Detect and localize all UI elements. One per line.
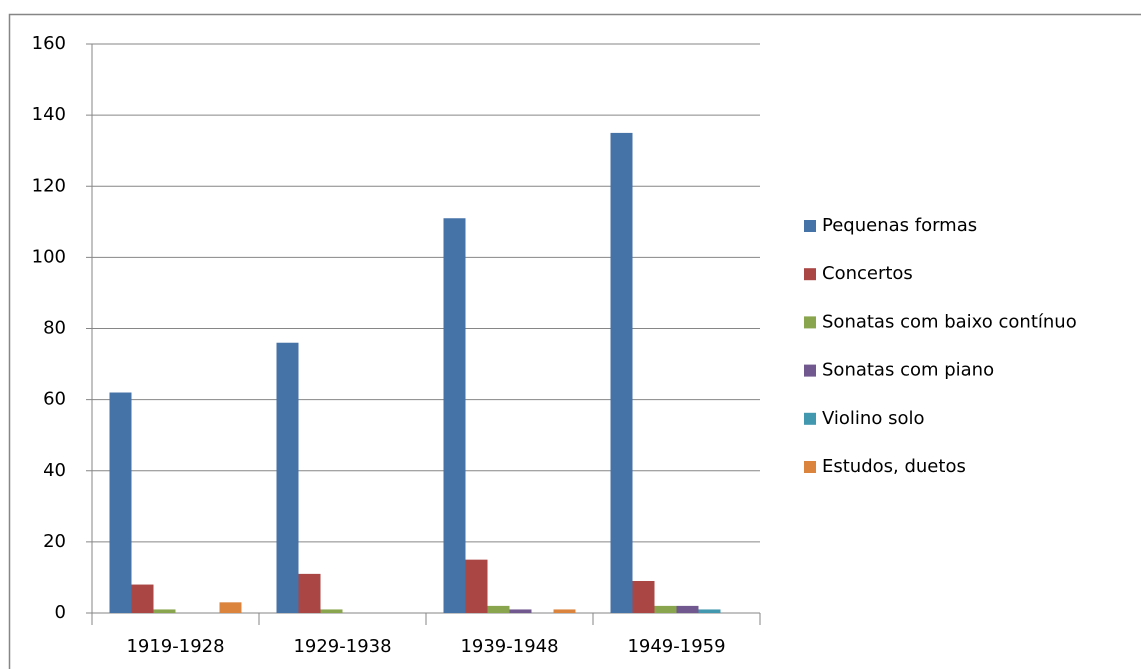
y-tick-label: 20 bbox=[43, 531, 66, 552]
bar bbox=[153, 609, 176, 613]
chart-border bbox=[8, 13, 1141, 669]
legend-label: Sonatas com baixo contínuo bbox=[822, 311, 1077, 332]
bar bbox=[632, 580, 655, 613]
y-tick-label: 140 bbox=[32, 104, 66, 125]
bar bbox=[698, 609, 721, 613]
legend-swatch bbox=[804, 412, 816, 425]
bar bbox=[276, 342, 299, 613]
bar bbox=[553, 609, 576, 613]
x-tick-label: 1929-1938 bbox=[293, 636, 391, 657]
bar bbox=[487, 605, 510, 613]
bar bbox=[676, 605, 699, 613]
legend-swatch bbox=[804, 316, 816, 329]
legend-label: Estudos, duetos bbox=[822, 456, 966, 477]
bar bbox=[320, 609, 343, 613]
bar bbox=[109, 392, 132, 613]
bar bbox=[610, 132, 633, 613]
x-tick-label: 1939-1948 bbox=[460, 636, 558, 657]
legend-swatch bbox=[804, 220, 816, 232]
legend-swatch bbox=[804, 268, 816, 281]
bar bbox=[219, 602, 242, 613]
bar bbox=[131, 584, 154, 613]
y-tick-label: 0 bbox=[55, 602, 66, 623]
bar bbox=[443, 218, 466, 613]
bar bbox=[654, 605, 677, 613]
x-tick-label: 1919-1928 bbox=[126, 636, 224, 657]
legend-label: Violino solo bbox=[822, 408, 924, 429]
y-tick-label: 60 bbox=[43, 389, 66, 410]
x-tick-label: 1949-1959 bbox=[627, 636, 725, 657]
bar bbox=[298, 573, 321, 613]
y-tick-label: 120 bbox=[32, 175, 66, 196]
bar bbox=[509, 609, 532, 613]
y-tick-label: 40 bbox=[43, 460, 66, 481]
y-tick-label: 80 bbox=[43, 318, 66, 339]
bar bbox=[465, 559, 488, 613]
y-tick-label: 160 bbox=[32, 33, 66, 54]
legend-swatch bbox=[804, 461, 816, 473]
y-tick-label: 100 bbox=[32, 246, 66, 267]
legend-label: Pequenas formas bbox=[822, 215, 977, 236]
legend-label: Sonatas com piano bbox=[822, 360, 994, 381]
legend-label: Concertos bbox=[822, 263, 913, 284]
legend-swatch bbox=[804, 364, 816, 377]
